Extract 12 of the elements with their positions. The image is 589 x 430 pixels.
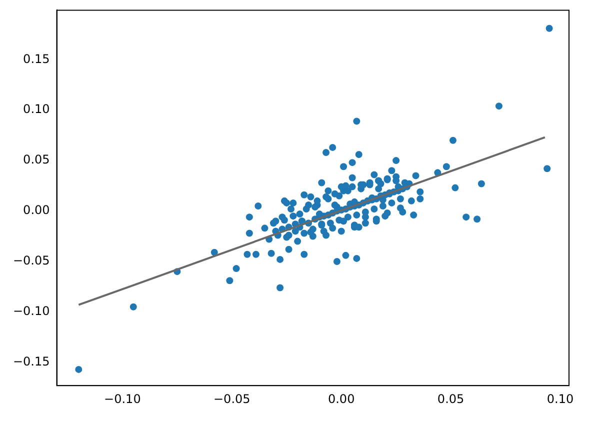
- y-tick-label: −0.05: [12, 254, 50, 268]
- x-tick-label: −0.10: [104, 392, 141, 406]
- x-tick-label: 0.00: [328, 392, 355, 406]
- x-tick-label: −0.05: [214, 392, 250, 406]
- y-tick-label: −0.15: [12, 354, 50, 369]
- x-tick-label: 0.10: [546, 392, 574, 406]
- y-tick-label: −0.10: [12, 304, 50, 318]
- y-tick-label: 0.05: [23, 152, 50, 167]
- x-tick-label: 0.05: [437, 392, 464, 406]
- y-tick-label: 0.15: [23, 52, 50, 66]
- y-tick-label: 0.00: [23, 203, 50, 218]
- y-tick-label: 0.10: [23, 102, 50, 116]
